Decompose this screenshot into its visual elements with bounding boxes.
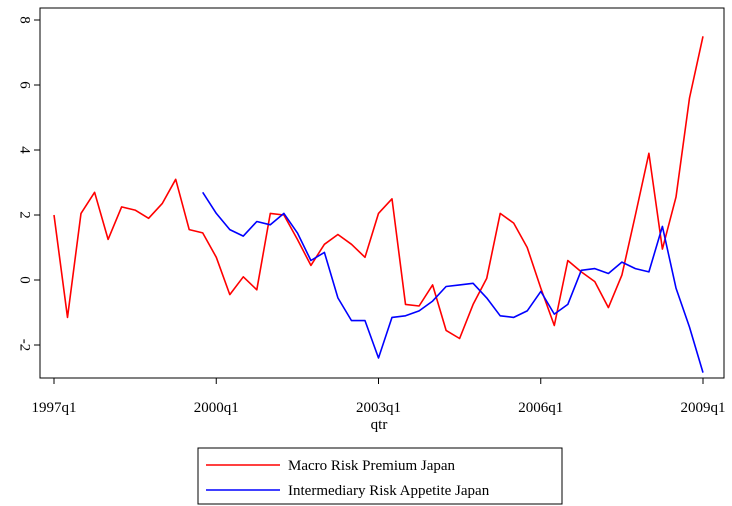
- y-tick-label: 0: [17, 276, 33, 284]
- y-tick-label: 8: [17, 16, 33, 24]
- y-tick-label: 4: [17, 146, 33, 154]
- series-layer: [53, 36, 704, 373]
- series-line-macro-risk-premium: [53, 36, 704, 340]
- legend-label-intermediary-risk-appetite: Intermediary Risk Appetite Japan: [288, 483, 490, 499]
- plot-frame: [39, 7, 725, 379]
- y-tick-label: 2: [17, 211, 33, 219]
- y-axis: -2 0 2 4 6 8: [17, 16, 40, 351]
- x-tick-label: 2003q1: [356, 400, 401, 416]
- legend: Macro Risk Premium Japan Intermediary Ri…: [197, 447, 563, 505]
- x-axis-title: qtr: [371, 417, 388, 433]
- y-tick-label: -2: [17, 339, 33, 352]
- x-tick-label: 1997q1: [32, 400, 77, 416]
- legend-label-macro-risk-premium: Macro Risk Premium Japan: [288, 458, 456, 474]
- y-tick-label: 6: [17, 81, 33, 89]
- x-tick-label: 2006q1: [518, 400, 563, 416]
- x-tick-label: 2000q1: [194, 400, 239, 416]
- x-tick-label: 2009q1: [681, 400, 726, 416]
- x-axis: 1997q1 2000q1 2003q1 2006q1 2009q1: [32, 378, 726, 416]
- legend-box: [197, 447, 563, 505]
- series-line-intermediary-risk-appetite: [202, 191, 704, 373]
